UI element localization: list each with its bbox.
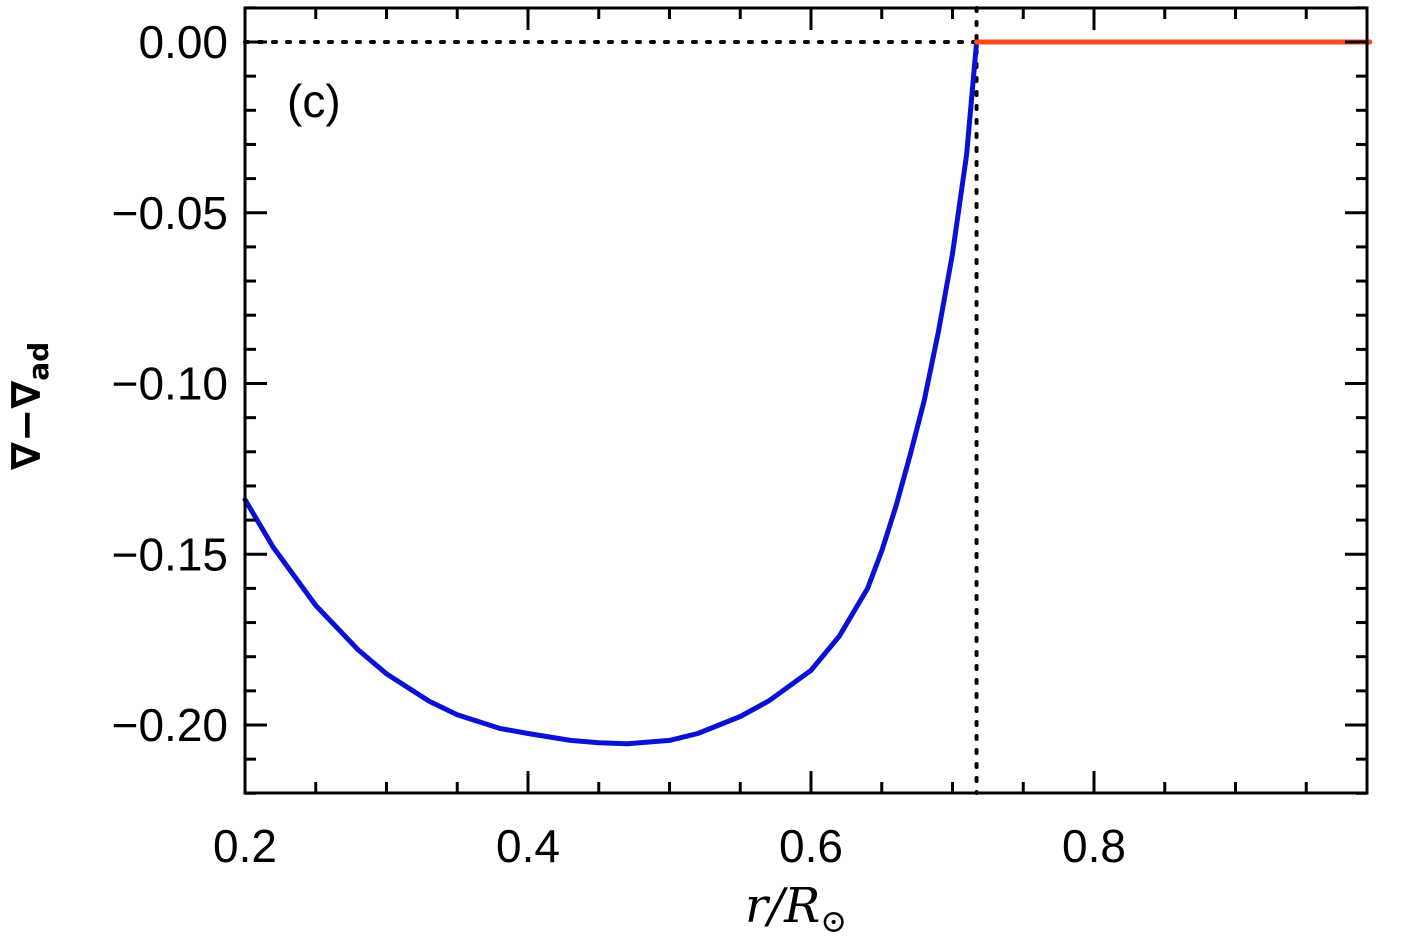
x-axis-title-text: r/R: [745, 878, 820, 934]
y-tick-label: −0.10: [112, 358, 228, 410]
panel-label: (c): [287, 75, 341, 127]
y-tick-labels: 0.00 −0.05 −0.10 −0.15 −0.20: [112, 16, 228, 751]
x-tick-label: 0.4: [496, 820, 560, 872]
x-tick-label: 0.6: [779, 820, 843, 872]
series-line-1: [242, 39, 980, 747]
y-axis-title: ∇−∇ad: [4, 342, 55, 470]
x-tick-labels: 0.2 0.4 0.6 0.8: [213, 820, 1126, 872]
y-tick-label: 0.00: [138, 16, 228, 68]
y-axis-title-subscript: ad: [22, 342, 55, 381]
y-tick-label: −0.05: [112, 187, 228, 239]
x-axis-title: r/R⊙: [745, 878, 847, 940]
plot-frame: [243, 6, 1369, 795]
x-tick-label: 0.2: [213, 820, 277, 872]
y-tick-label: −0.20: [112, 699, 228, 751]
axis-ticks: [243, 6, 1367, 795]
x-axis-title-symbol: ⊙: [820, 902, 847, 940]
y-axis-title-text: ∇−∇: [4, 381, 50, 470]
reference-lines: [243, 6, 1369, 795]
x-tick-label: 0.8: [1062, 820, 1126, 872]
y-tick-label: −0.15: [112, 528, 228, 580]
series-layer: [242, 39, 1373, 747]
